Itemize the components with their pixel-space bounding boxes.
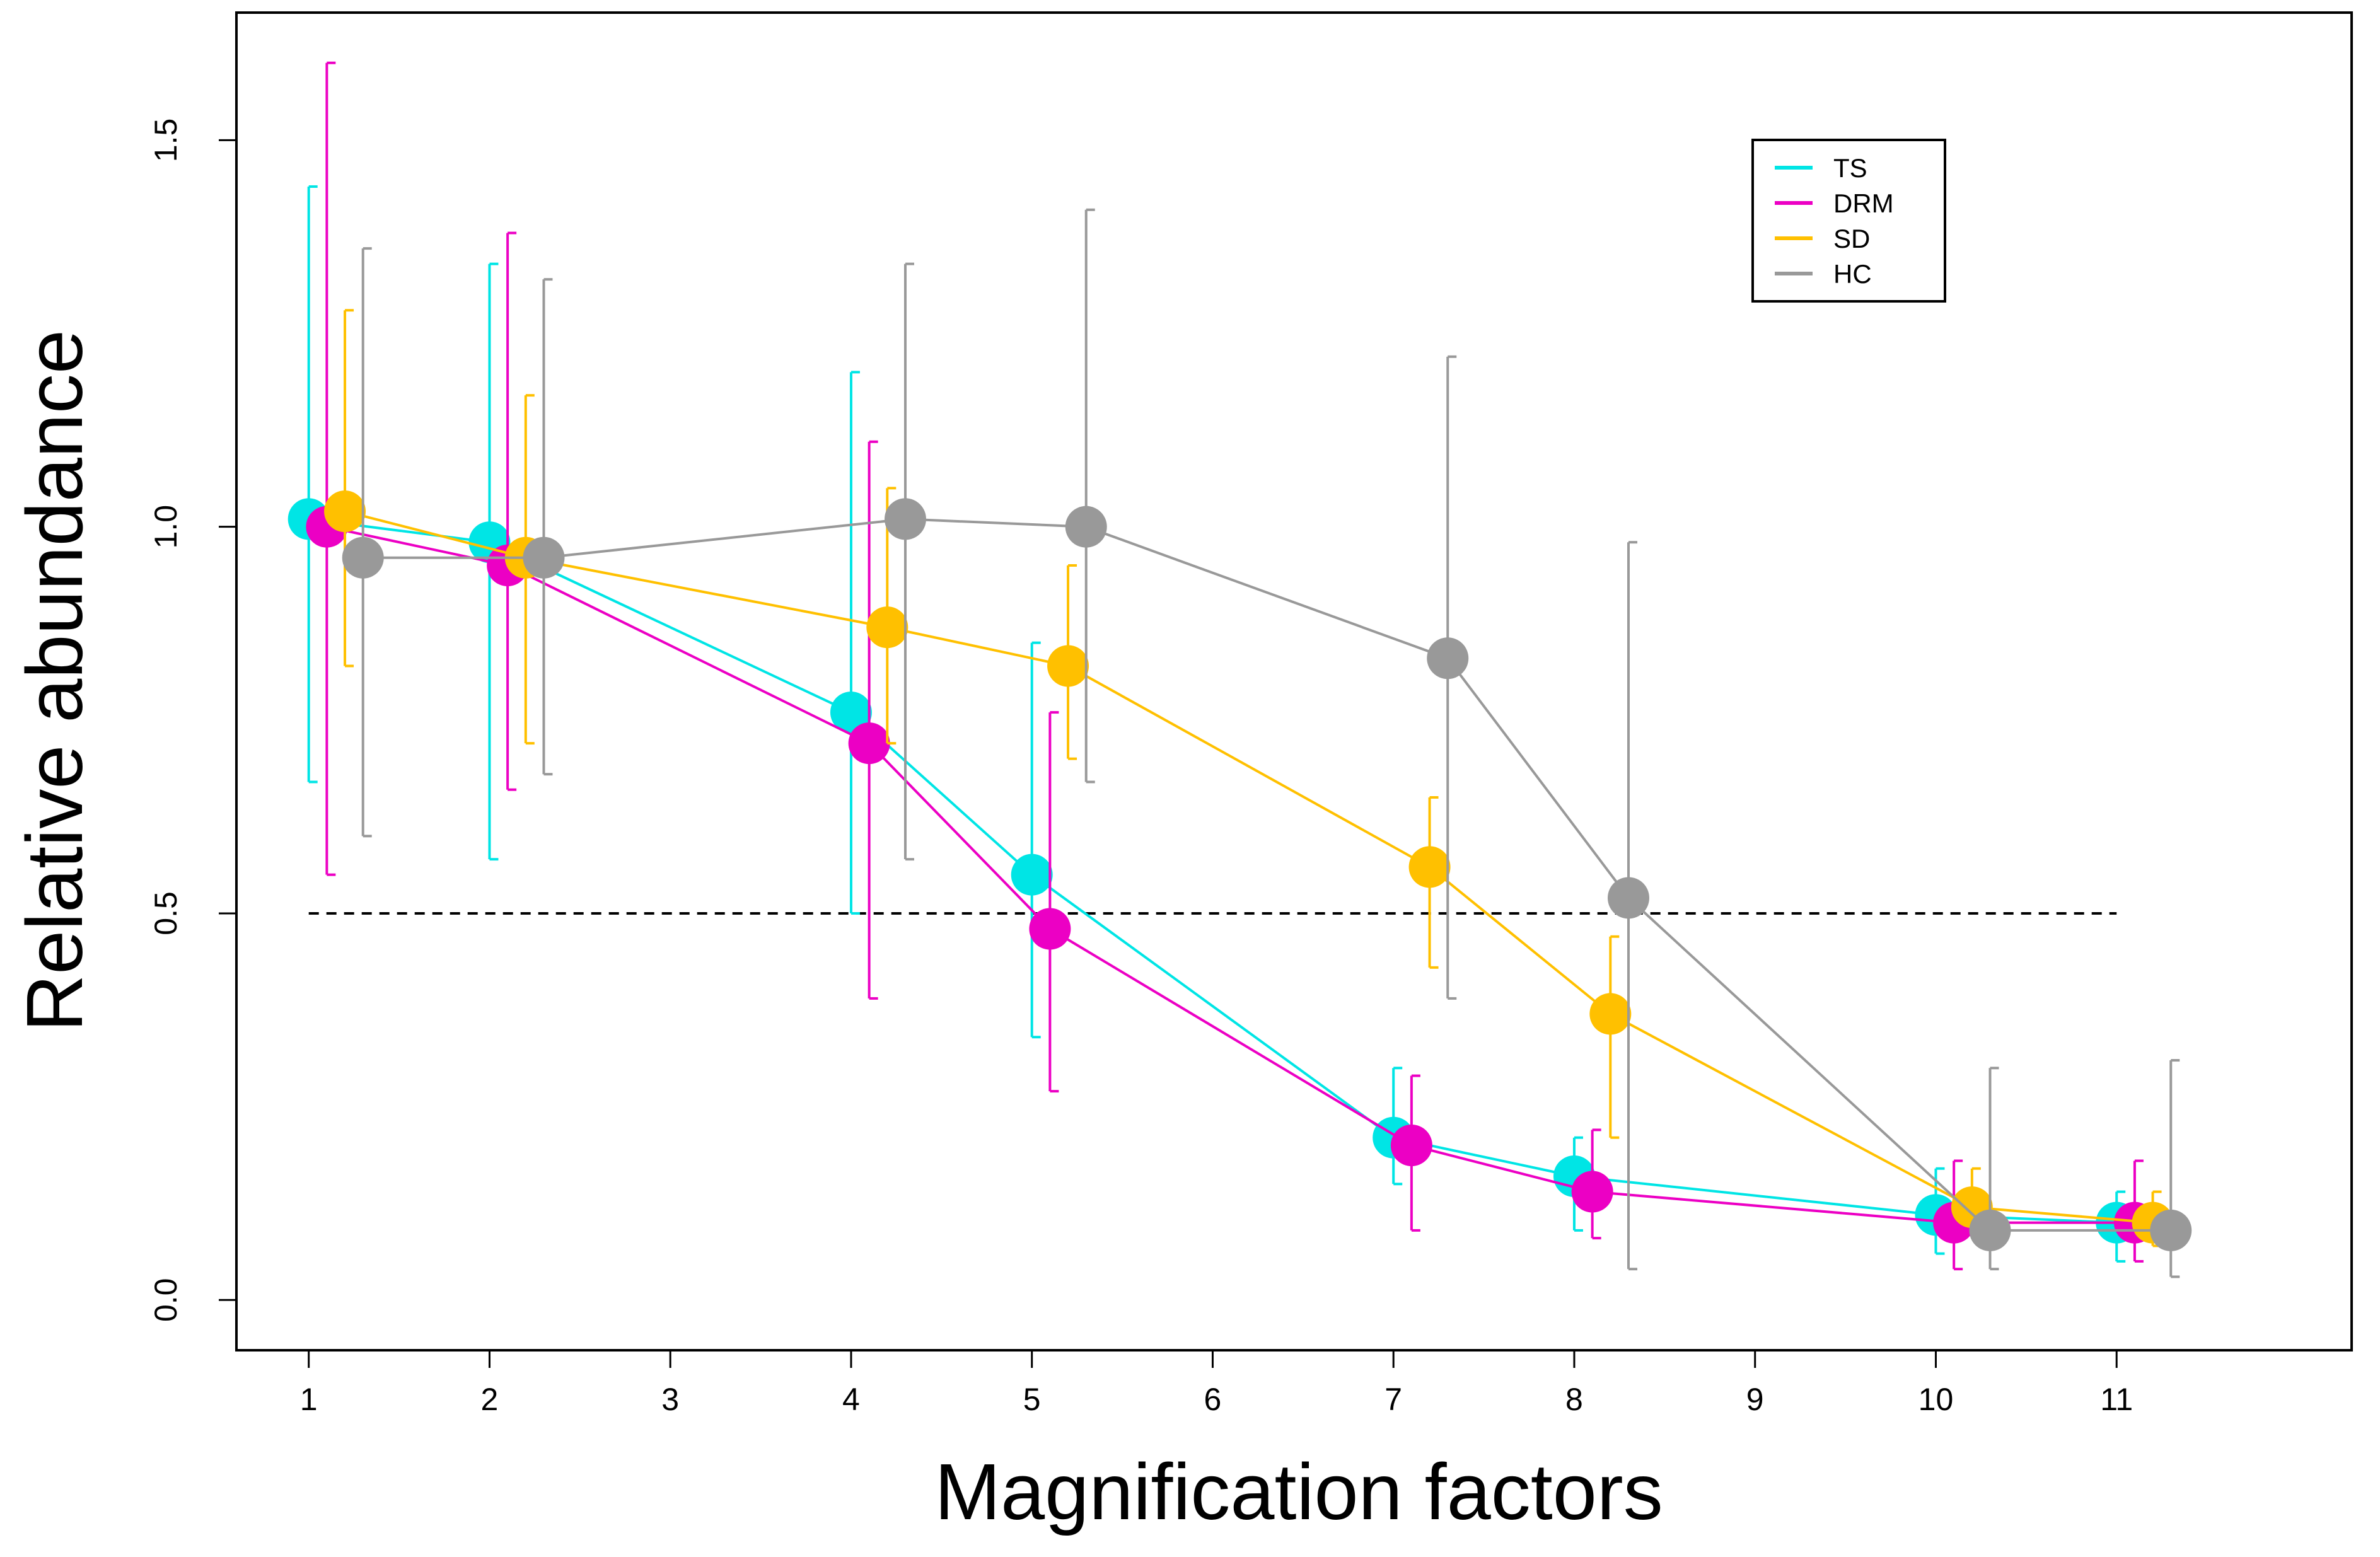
y-tick-label: 1.0 bbox=[148, 505, 183, 549]
data-point-drm bbox=[1571, 1171, 1613, 1213]
data-point-ts bbox=[830, 692, 872, 734]
data-point-drm bbox=[1390, 1124, 1432, 1166]
data-point-sd bbox=[866, 606, 908, 649]
y-tick-label: 0.5 bbox=[148, 891, 183, 935]
data-point-sd bbox=[1589, 993, 1632, 1035]
x-tick-label: 10 bbox=[1919, 1382, 1954, 1417]
data-point-hc bbox=[884, 498, 926, 540]
data-point-sd bbox=[1047, 645, 1089, 687]
data-point-hc bbox=[1969, 1209, 2011, 1251]
x-tick-label: 11 bbox=[2100, 1382, 2133, 1417]
x-tick-label: 7 bbox=[1384, 1382, 1402, 1417]
series-sd bbox=[324, 309, 2174, 1247]
y-tick-label: 0.0 bbox=[148, 1278, 183, 1323]
data-point-hc bbox=[1427, 637, 1469, 680]
y-tick-label: 1.5 bbox=[148, 119, 183, 163]
legend: TS DRM SD HC bbox=[1751, 139, 1946, 303]
data-point-sd bbox=[1408, 846, 1451, 888]
x-tick-label: 4 bbox=[842, 1382, 860, 1417]
data-point-hc bbox=[1065, 506, 1107, 548]
x-tick-label: 2 bbox=[481, 1382, 499, 1417]
series-line-ts bbox=[308, 518, 2117, 1224]
x-tick-label: 3 bbox=[661, 1382, 679, 1417]
series-drm bbox=[306, 61, 2156, 1271]
legend-label-drm: DRM bbox=[1833, 188, 1894, 218]
series-line-hc bbox=[363, 518, 2171, 1232]
series-hc bbox=[342, 208, 2192, 1278]
x-tick-label: 8 bbox=[1565, 1382, 1583, 1417]
data-point-ts bbox=[1011, 854, 1053, 896]
series-line-sd bbox=[344, 510, 2153, 1224]
legend-label-sd: SD bbox=[1833, 224, 1870, 253]
legend-label-hc: HC bbox=[1833, 259, 1872, 289]
data-point-hc bbox=[523, 536, 565, 579]
x-axis: 1 2 3 4 5 6 7 8 9 10 11 bbox=[300, 1349, 2133, 1417]
x-tick-label: 9 bbox=[1746, 1382, 1764, 1417]
data-point-hc bbox=[342, 536, 384, 579]
data-point-hc bbox=[1607, 877, 1649, 919]
data-point-drm bbox=[848, 722, 890, 765]
series-ts bbox=[287, 185, 2138, 1263]
y-axis-label: Relative abundance bbox=[10, 330, 99, 1032]
plot-frame bbox=[235, 11, 2353, 1352]
data-point-sd bbox=[324, 490, 366, 533]
series-line-drm bbox=[326, 525, 2135, 1224]
x-axis-label: Magnification factors bbox=[934, 1447, 1663, 1536]
x-tick-label: 5 bbox=[1023, 1382, 1041, 1417]
legend-label-ts: TS bbox=[1833, 153, 1867, 183]
y-axis: 0.0 0.5 1.0 1.5 bbox=[148, 119, 238, 1323]
data-point-drm bbox=[1029, 908, 1071, 950]
data-point-hc bbox=[2150, 1209, 2192, 1251]
x-tick-label: 6 bbox=[1204, 1382, 1222, 1417]
plot-area bbox=[287, 61, 2192, 1278]
x-tick-label: 1 bbox=[300, 1382, 318, 1417]
